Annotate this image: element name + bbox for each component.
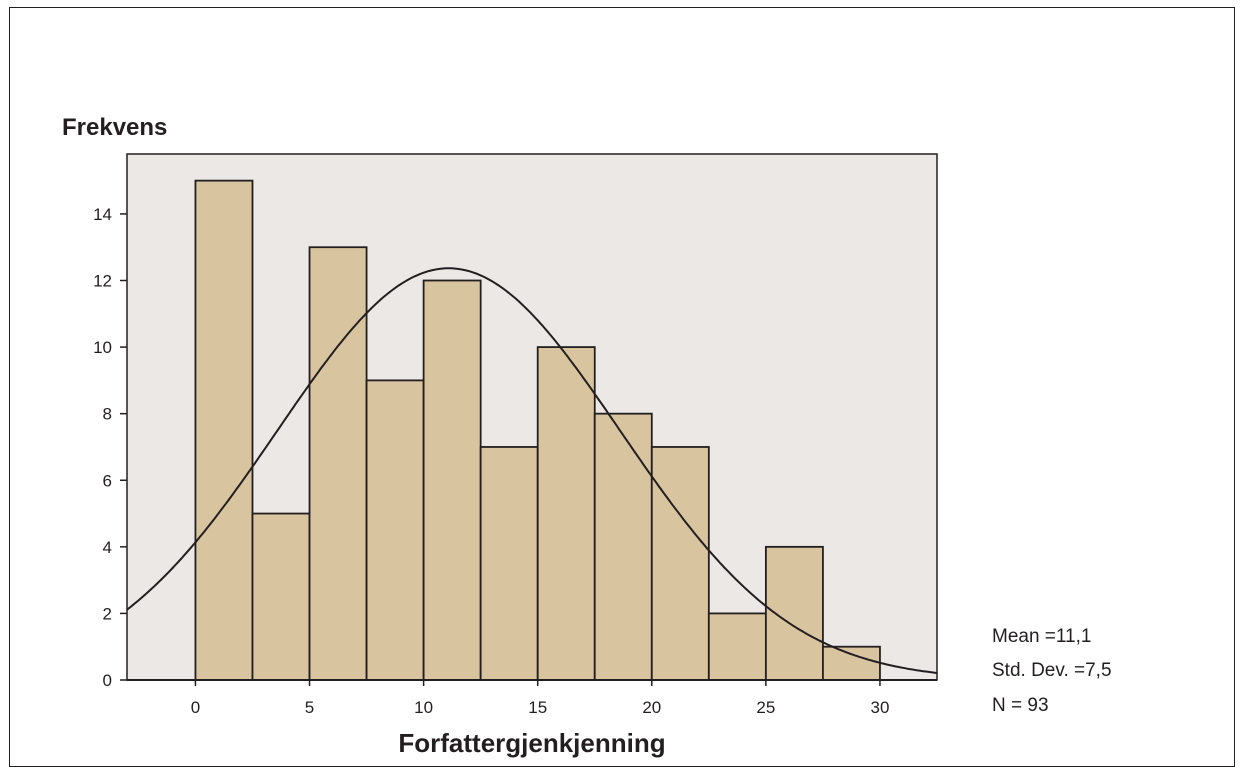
y-tick-label-1: 2: [103, 604, 112, 623]
bar-bin-9: [707, 612, 767, 681]
bar-bin-3: [365, 379, 425, 681]
y-tick-label-5: 10: [93, 338, 112, 357]
y-tick-label-4: 8: [103, 405, 112, 424]
bar-bin-11: [822, 645, 881, 681]
x-tick-label-3: 15: [528, 698, 547, 717]
bar-bin-7: [593, 412, 653, 681]
bar-bin-6: [536, 346, 596, 681]
y-tick-label-3: 6: [103, 471, 112, 490]
stat-std-dev: Std. Dev. =7,5: [992, 660, 1112, 681]
y-axis-label: Frekvens: [62, 114, 167, 141]
x-tick-label-4: 20: [642, 698, 661, 717]
y-tick-label-6: 12: [93, 272, 112, 291]
y-tick-label-0: 0: [103, 671, 112, 690]
x-tick-label-6: 30: [870, 698, 889, 717]
stat-mean: Mean =11,1: [992, 626, 1091, 647]
x-tick-label-2: 10: [414, 698, 433, 717]
x-tick-label-5: 25: [756, 698, 775, 717]
y-tick-label-2: 4: [103, 538, 112, 557]
bar-bin-4: [422, 279, 482, 681]
normal-curve: [126, 267, 938, 674]
bar-bin-1: [251, 512, 311, 681]
y-tick-label-7: 14: [93, 205, 112, 224]
x-tick-label-0: 0: [191, 698, 200, 717]
bar-bin-5: [479, 446, 539, 681]
bar-bin-2: [308, 246, 368, 681]
bar-bin-0: [194, 179, 254, 681]
stat-n: N = 93: [992, 695, 1049, 716]
bar-bin-8: [650, 446, 710, 681]
x-axis-label: Forfattergjenkjenning: [398, 728, 665, 758]
x-tick-label-1: 5: [305, 698, 314, 717]
